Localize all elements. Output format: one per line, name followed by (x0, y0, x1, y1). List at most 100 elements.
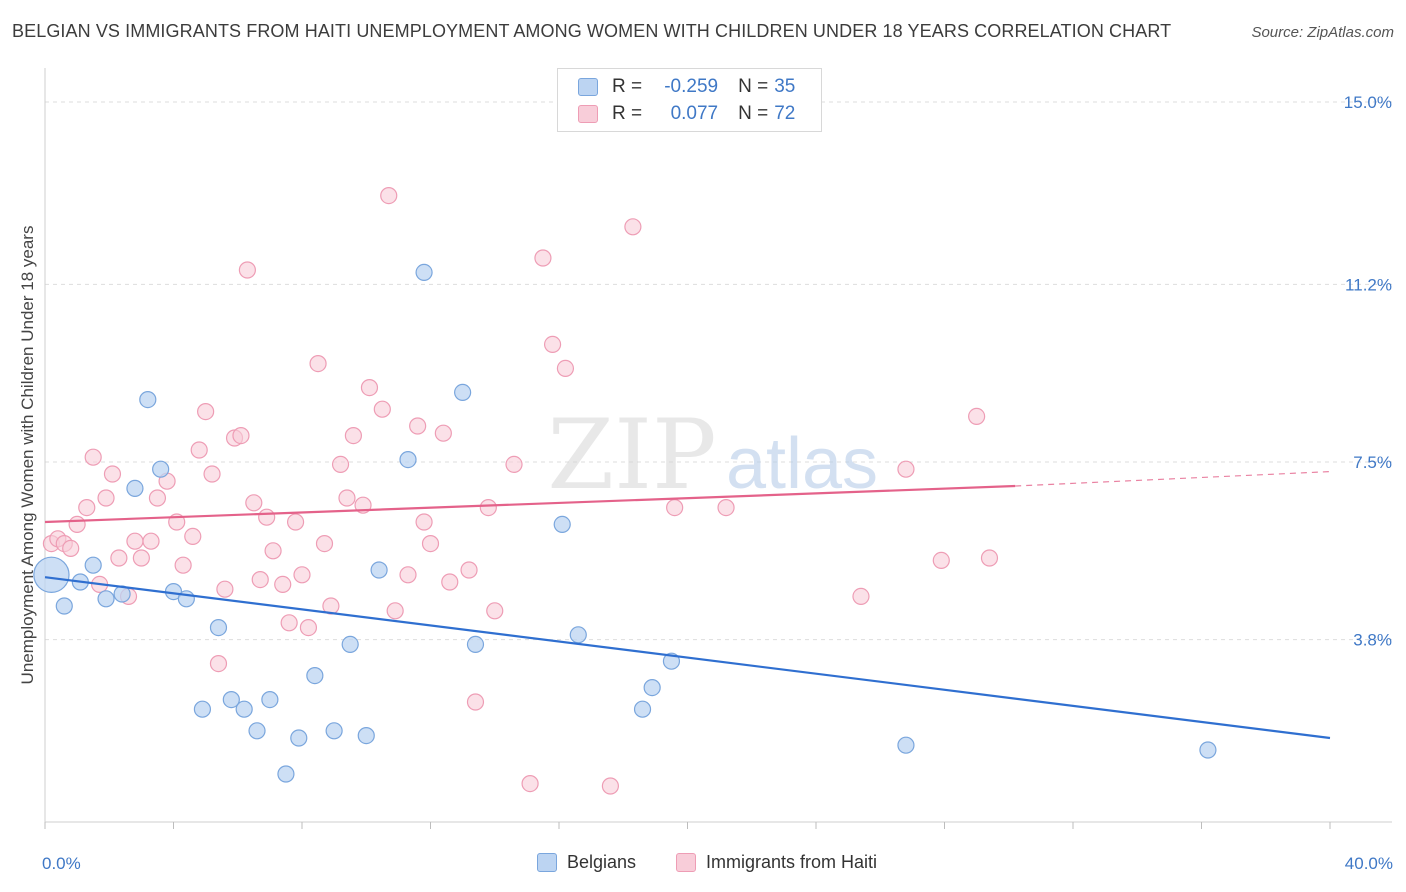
legend-r-value: 0.077 (670, 103, 719, 124)
legend-r-label: R = (612, 103, 643, 124)
haiti-point (78, 499, 96, 517)
haiti-point (717, 499, 735, 517)
belgians-point (553, 515, 571, 534)
haiti-point (409, 417, 427, 435)
haiti-point (280, 614, 298, 632)
belgians-point (1199, 741, 1217, 759)
haiti-point (197, 403, 215, 421)
belgians-point (357, 726, 375, 745)
belgians-point (633, 700, 652, 718)
y-tick-label: 7.5% (1353, 453, 1392, 472)
grid-lines (45, 101, 1392, 641)
belgians-point (569, 626, 587, 644)
haiti-point (521, 774, 539, 793)
haiti-point (203, 465, 221, 483)
belgians-point (126, 479, 144, 497)
haiti-point (251, 570, 269, 589)
haiti-point (980, 549, 999, 567)
haiti-point (190, 441, 208, 459)
belgians-point (466, 635, 485, 654)
belgians-point (277, 765, 295, 783)
haiti-point (174, 556, 192, 574)
belgians-point (643, 678, 661, 697)
legend-n-value: 35 (774, 76, 796, 97)
belgians-point (415, 263, 433, 281)
legend-swatch-blue (578, 78, 598, 96)
belgians-point (33, 556, 70, 594)
series-haiti-points (42, 187, 999, 795)
legend-swatch-blue (537, 853, 557, 872)
belgians-point (261, 690, 279, 709)
legend-item-belgians: Belgians (537, 852, 636, 873)
watermark-zip: ZIP (547, 399, 716, 511)
series-belgians-points (33, 263, 1217, 783)
haiti-point (380, 187, 398, 205)
haiti-point (344, 427, 362, 445)
belgians-point (290, 729, 308, 747)
haiti-point (666, 499, 684, 517)
haiti-point (460, 561, 478, 579)
haiti-point (209, 654, 228, 673)
legend-row-belgians: R = -0.259 N = 35 (578, 75, 795, 99)
haiti-trend-extension (1015, 471, 1331, 487)
watermark-atlas: atlas (726, 424, 878, 504)
haiti-point (421, 534, 440, 553)
haiti-point (360, 379, 379, 397)
haiti-point (245, 494, 263, 512)
legend-item-haiti: Immigrants from Haiti (676, 852, 877, 873)
legend-label-haiti: Immigrants from Haiti (706, 852, 878, 872)
haiti-point (315, 534, 334, 553)
haiti-point (62, 539, 80, 558)
belgians-point (55, 597, 73, 615)
haiti-point (216, 580, 234, 598)
haiti-point (556, 359, 575, 377)
haiti-point (293, 566, 311, 584)
belgians-point (897, 736, 915, 754)
belgians-point (399, 451, 417, 469)
belgians-point (325, 722, 343, 740)
haiti-point (331, 455, 350, 473)
haiti-point (103, 465, 122, 483)
legend-n-value: 72 (774, 103, 796, 124)
legend-n-label: N = (738, 103, 769, 124)
belgians-point (248, 722, 266, 740)
haiti-trend-line (44, 484, 1016, 524)
haiti-point (232, 427, 250, 445)
belgians-point (84, 556, 102, 574)
legend-swatch-pink (676, 853, 696, 872)
haiti-point (264, 542, 282, 560)
belgians-point (370, 561, 388, 579)
haiti-point (286, 513, 305, 531)
haiti-point (142, 532, 160, 550)
belgians-point (235, 700, 253, 718)
haiti-point (434, 424, 452, 442)
haiti-point (309, 355, 327, 373)
source-label: Source: ZipAtlas.com (1251, 24, 1394, 41)
haiti-point (534, 249, 552, 267)
haiti-point (466, 693, 485, 711)
legend-r-value: -0.259 (664, 76, 719, 97)
y-tick-label: 3.8% (1353, 631, 1392, 650)
haiti-point (543, 335, 562, 353)
haiti-point (479, 499, 497, 517)
haiti-point (897, 460, 915, 478)
haiti-point (126, 532, 144, 550)
series-legend: Belgians Immigrants from Haiti (0, 852, 1406, 876)
haiti-point (110, 549, 128, 567)
haiti-point (238, 261, 256, 279)
haiti-point (132, 549, 150, 567)
haiti-point (399, 566, 417, 584)
belgians-point (662, 652, 681, 670)
haiti-point (624, 218, 642, 236)
tick-labels: 3.8% 7.5% 11.2% 15.0% 0.0% 40.0% (42, 93, 1393, 873)
chart-title: BELGIAN VS IMMIGRANTS FROM HAITI UNEMPLO… (12, 21, 1172, 41)
belgians-point (209, 618, 228, 637)
haiti-point (932, 551, 950, 570)
belgians-point (193, 700, 212, 718)
x-tick-label: 40.0% (1345, 854, 1393, 873)
belgians-trend-line (44, 576, 1331, 740)
haiti-point (68, 515, 86, 534)
haiti-point (505, 455, 523, 473)
haiti-point (97, 489, 115, 507)
